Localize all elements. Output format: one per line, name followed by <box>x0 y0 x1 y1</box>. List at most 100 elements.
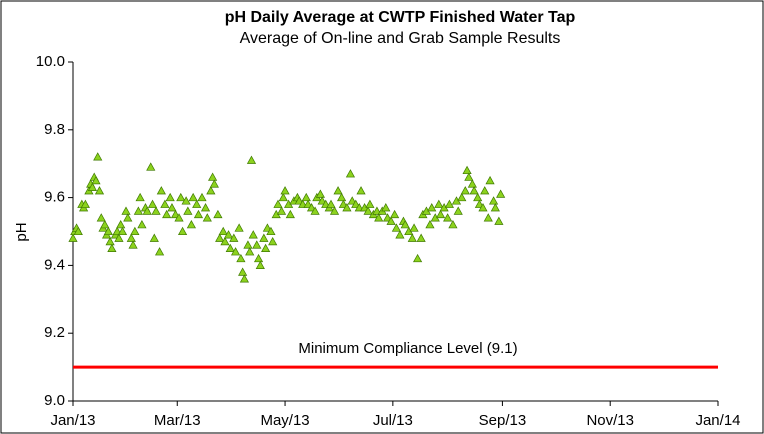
data-point <box>234 223 244 232</box>
y-tick-label: 9.8 <box>44 121 65 138</box>
data-point <box>167 203 177 212</box>
data-point <box>174 213 184 222</box>
data-point <box>490 203 500 212</box>
data-point <box>215 233 225 242</box>
data-point <box>245 247 255 256</box>
data-point <box>181 196 191 205</box>
data-point <box>243 240 253 249</box>
data-point <box>209 179 219 188</box>
data-point <box>154 247 165 256</box>
data-point <box>200 203 211 212</box>
data-point <box>103 226 113 236</box>
y-tick-label: 9.4 <box>44 256 65 273</box>
data-point <box>416 233 426 242</box>
y-tick-label: 9.0 <box>44 392 65 409</box>
data-point <box>427 203 437 212</box>
data-point <box>276 206 287 215</box>
data-point <box>220 236 230 246</box>
data-point <box>329 206 340 215</box>
data-point <box>177 226 188 236</box>
data-point <box>412 253 423 263</box>
y-tick-label: 9.2 <box>44 324 65 341</box>
data-point <box>285 209 295 219</box>
data-point <box>160 199 170 208</box>
data-point <box>213 209 223 219</box>
data-point <box>326 199 336 208</box>
data-point <box>464 172 474 181</box>
data-point <box>337 192 347 202</box>
data-point <box>443 213 453 222</box>
data-point <box>259 233 269 242</box>
data-point <box>128 240 138 249</box>
data-point <box>474 199 485 208</box>
data-point <box>338 199 348 208</box>
data-point <box>460 186 470 195</box>
data-point <box>390 209 400 219</box>
data-point <box>192 199 202 208</box>
data-point <box>73 226 83 236</box>
data-point <box>448 219 458 229</box>
data-point <box>252 240 262 249</box>
data-point <box>478 203 488 212</box>
chart-title: pH Daily Average at CWTP Finished Water … <box>225 9 576 26</box>
data-point <box>100 219 110 229</box>
data-point <box>381 203 391 212</box>
data-point <box>183 206 193 215</box>
x-tick-label: Jan/14 <box>695 412 740 429</box>
data-point <box>186 219 196 229</box>
data-point <box>434 199 444 208</box>
data-point <box>485 175 495 185</box>
data-point <box>218 226 228 236</box>
data-point <box>306 203 317 212</box>
data-point <box>317 196 327 205</box>
data-point <box>457 192 467 202</box>
data-point <box>149 233 159 242</box>
data-point <box>147 199 158 208</box>
data-point <box>170 209 181 219</box>
data-point <box>278 192 288 202</box>
data-point <box>453 206 463 215</box>
data-point <box>425 219 435 229</box>
data-point <box>400 219 410 229</box>
data-point <box>480 186 490 195</box>
data-point <box>223 230 234 239</box>
data-point <box>229 233 239 242</box>
data-point <box>206 186 216 195</box>
data-point <box>391 223 401 232</box>
data-point <box>156 186 166 195</box>
data-point <box>248 230 258 239</box>
data-point <box>301 192 311 202</box>
data-point <box>255 260 265 269</box>
data-point <box>197 192 207 202</box>
data-point <box>135 192 145 202</box>
data-point <box>494 216 504 225</box>
y-tick-label: 9.6 <box>44 189 65 206</box>
data-point <box>162 209 172 219</box>
data-point <box>133 206 143 215</box>
data-point <box>280 186 290 195</box>
data-point <box>142 206 152 215</box>
data-point <box>202 213 212 222</box>
data-point <box>208 172 218 181</box>
data-point <box>310 206 320 215</box>
data-point <box>165 192 175 202</box>
data-point <box>96 213 106 222</box>
data-point <box>409 223 419 232</box>
data-point <box>469 186 479 195</box>
data-point <box>137 219 147 229</box>
data-point <box>395 230 405 239</box>
chart-subtitle: Average of On-line and Grab Sample Resul… <box>240 30 561 47</box>
data-point <box>261 243 271 252</box>
data-point <box>94 186 105 195</box>
data-point <box>238 267 248 276</box>
data-point <box>365 199 375 208</box>
data-point <box>363 206 373 215</box>
data-point <box>126 233 136 242</box>
data-point <box>496 189 506 198</box>
data-point <box>266 226 276 236</box>
data-point <box>488 196 499 205</box>
compliance-label: Minimum Compliance Level (9.1) <box>298 340 517 357</box>
data-point <box>462 165 472 175</box>
data-point <box>68 233 78 242</box>
